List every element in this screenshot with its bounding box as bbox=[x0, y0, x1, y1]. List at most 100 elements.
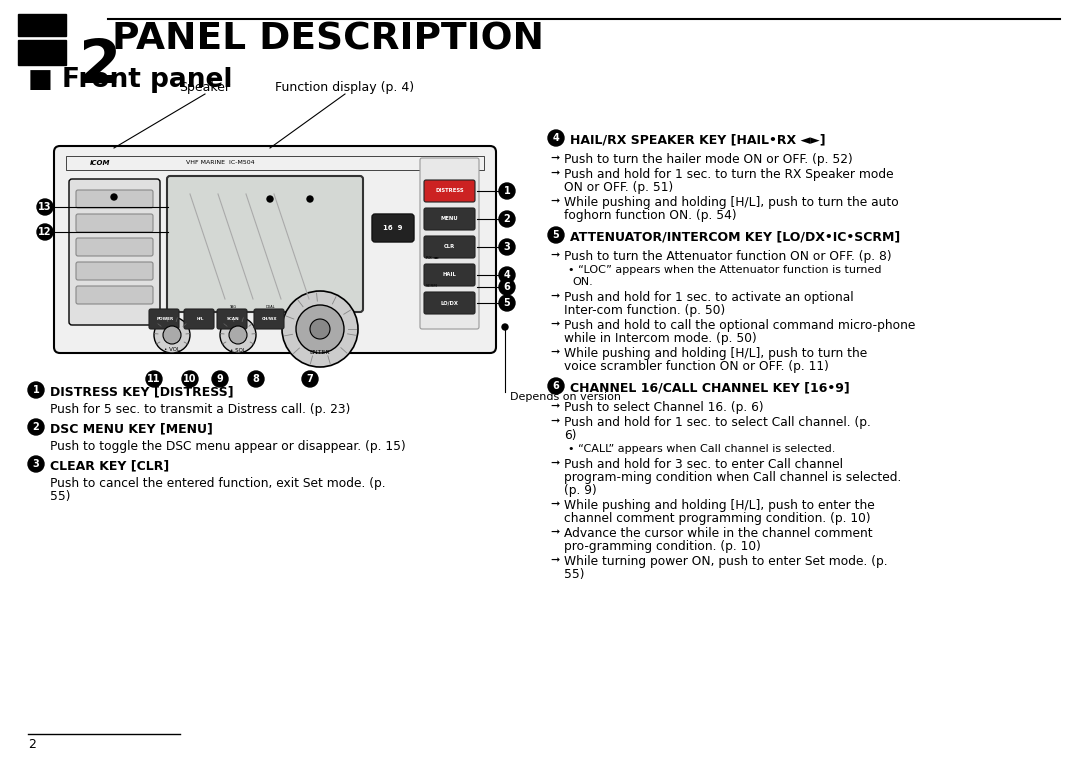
Text: channel comment programming condition. (p. 10): channel comment programming condition. (… bbox=[564, 512, 870, 525]
Text: Inter-com function. (p. 50): Inter-com function. (p. 50) bbox=[564, 304, 726, 317]
Text: DISTRESS KEY [DISTRESS]: DISTRESS KEY [DISTRESS] bbox=[50, 385, 233, 398]
FancyBboxPatch shape bbox=[149, 309, 179, 329]
Text: 4: 4 bbox=[553, 133, 559, 143]
Text: ➞: ➞ bbox=[550, 401, 559, 411]
Text: voice scrambler function ON or OFF. (p. 11): voice scrambler function ON or OFF. (p. … bbox=[564, 360, 828, 373]
Text: pro-gramming condition. (p. 10): pro-gramming condition. (p. 10) bbox=[564, 540, 761, 553]
Text: foghorn function ON. (p. 54): foghorn function ON. (p. 54) bbox=[564, 209, 737, 222]
Text: 6): 6) bbox=[564, 429, 577, 442]
Circle shape bbox=[154, 317, 190, 353]
Text: DSC MENU KEY [MENU]: DSC MENU KEY [MENU] bbox=[50, 422, 213, 435]
Text: ➞: ➞ bbox=[550, 250, 559, 260]
Circle shape bbox=[499, 295, 515, 311]
Text: Push to toggle the DSC menu appear or disappear. (p. 15): Push to toggle the DSC menu appear or di… bbox=[50, 440, 406, 453]
Circle shape bbox=[548, 227, 564, 243]
Text: 5: 5 bbox=[553, 230, 559, 240]
Circle shape bbox=[28, 419, 44, 435]
Circle shape bbox=[499, 183, 515, 199]
Text: POWER: POWER bbox=[157, 317, 174, 321]
Circle shape bbox=[183, 371, 198, 387]
FancyBboxPatch shape bbox=[420, 158, 480, 329]
Circle shape bbox=[28, 382, 44, 398]
Text: ATTENUATOR/INTERCOM KEY [LO/DX•IC•SCRM]: ATTENUATOR/INTERCOM KEY [LO/DX•IC•SCRM] bbox=[570, 230, 901, 243]
Text: DISTRESS: DISTRESS bbox=[435, 188, 463, 194]
Circle shape bbox=[302, 371, 318, 387]
Text: CH/WX: CH/WX bbox=[262, 317, 278, 321]
Text: 9: 9 bbox=[217, 374, 224, 384]
Text: While pushing and holding [H/L], push to turn the: While pushing and holding [H/L], push to… bbox=[564, 347, 867, 360]
Text: HAIL: HAIL bbox=[443, 273, 457, 277]
FancyBboxPatch shape bbox=[424, 292, 475, 314]
Text: (p. 9): (p. 9) bbox=[564, 484, 597, 497]
Text: 6: 6 bbox=[553, 381, 559, 391]
Text: 16  9: 16 9 bbox=[383, 225, 403, 231]
Text: 5: 5 bbox=[503, 298, 511, 308]
Bar bbox=[18, 14, 66, 36]
Text: While turning power ON, push to enter Set mode. (p.: While turning power ON, push to enter Se… bbox=[564, 555, 888, 568]
Text: program-ming condition when Call channel is selected.: program-ming condition when Call channel… bbox=[564, 471, 902, 484]
Text: 12: 12 bbox=[38, 227, 52, 237]
Circle shape bbox=[37, 224, 53, 240]
Circle shape bbox=[307, 196, 313, 202]
Text: ➞: ➞ bbox=[550, 347, 559, 357]
Text: CLEAR KEY [CLR]: CLEAR KEY [CLR] bbox=[50, 459, 170, 472]
Text: SCAN: SCAN bbox=[227, 317, 240, 321]
Text: 1: 1 bbox=[503, 186, 511, 196]
Text: PANEL DESCRIPTION: PANEL DESCRIPTION bbox=[112, 22, 544, 58]
Circle shape bbox=[28, 456, 44, 472]
Circle shape bbox=[548, 378, 564, 394]
Circle shape bbox=[37, 199, 53, 215]
Circle shape bbox=[212, 371, 228, 387]
Text: ➞: ➞ bbox=[550, 153, 559, 163]
Text: • “CALL” appears when Call channel is selected.: • “CALL” appears when Call channel is se… bbox=[568, 444, 835, 454]
Circle shape bbox=[111, 194, 117, 200]
Text: ■ Front panel: ■ Front panel bbox=[28, 67, 232, 93]
Text: 3: 3 bbox=[32, 459, 39, 469]
Circle shape bbox=[502, 324, 508, 330]
Text: iCOM: iCOM bbox=[90, 160, 110, 166]
Text: VHF MARINE  IC-M504: VHF MARINE IC-M504 bbox=[186, 161, 254, 165]
Text: Push and hold for 1 sec. to activate an optional: Push and hold for 1 sec. to activate an … bbox=[564, 291, 853, 304]
Circle shape bbox=[296, 305, 345, 353]
Text: ➞: ➞ bbox=[550, 555, 559, 565]
Text: 8: 8 bbox=[253, 374, 259, 384]
Circle shape bbox=[248, 371, 264, 387]
FancyBboxPatch shape bbox=[76, 262, 153, 280]
FancyBboxPatch shape bbox=[76, 214, 153, 232]
Text: ➞: ➞ bbox=[550, 196, 559, 206]
Text: ➞: ➞ bbox=[550, 458, 559, 468]
Bar bbox=[66, 156, 484, 170]
FancyBboxPatch shape bbox=[76, 238, 153, 256]
FancyBboxPatch shape bbox=[167, 176, 363, 312]
Text: ➞: ➞ bbox=[550, 499, 559, 509]
Text: 10: 10 bbox=[184, 374, 197, 384]
FancyBboxPatch shape bbox=[372, 214, 414, 242]
Circle shape bbox=[310, 319, 330, 339]
Text: Speaker: Speaker bbox=[179, 81, 230, 94]
Text: CHANNEL 16/CALL CHANNEL KEY [16•9]: CHANNEL 16/CALL CHANNEL KEY [16•9] bbox=[570, 381, 850, 394]
Circle shape bbox=[548, 130, 564, 146]
Bar bbox=[18, 40, 66, 65]
FancyBboxPatch shape bbox=[54, 146, 496, 353]
Text: Push to select Channel 16. (p. 6): Push to select Channel 16. (p. 6) bbox=[564, 401, 764, 414]
Text: Push and hold for 1 sec. to turn the RX Speaker mode: Push and hold for 1 sec. to turn the RX … bbox=[564, 168, 893, 181]
Circle shape bbox=[163, 326, 181, 344]
Text: TAG: TAG bbox=[229, 305, 237, 309]
Text: 2: 2 bbox=[78, 37, 121, 96]
Text: ➞: ➞ bbox=[550, 416, 559, 426]
Text: H/L: H/L bbox=[197, 317, 204, 321]
Text: While pushing and holding [H/L], push to turn the auto: While pushing and holding [H/L], push to… bbox=[564, 196, 899, 209]
Circle shape bbox=[146, 371, 162, 387]
Text: ON or OFF. (p. 51): ON or OFF. (p. 51) bbox=[564, 181, 673, 194]
Text: RX ◄►: RX ◄► bbox=[426, 256, 440, 260]
Circle shape bbox=[499, 279, 515, 295]
Text: MENU: MENU bbox=[441, 216, 458, 222]
Text: ➞: ➞ bbox=[550, 527, 559, 537]
Text: 4: 4 bbox=[503, 270, 511, 280]
Text: Push to cancel the entered function, exit Set mode. (p.: Push to cancel the entered function, exi… bbox=[50, 477, 386, 490]
Text: 55): 55) bbox=[564, 568, 584, 581]
Circle shape bbox=[220, 317, 256, 353]
Text: ENTER: ENTER bbox=[310, 350, 330, 355]
Text: Depends on version: Depends on version bbox=[510, 392, 621, 402]
FancyBboxPatch shape bbox=[217, 309, 247, 329]
